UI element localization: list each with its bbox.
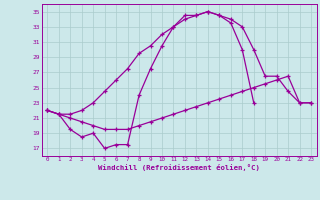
X-axis label: Windchill (Refroidissement éolien,°C): Windchill (Refroidissement éolien,°C) <box>98 164 260 171</box>
